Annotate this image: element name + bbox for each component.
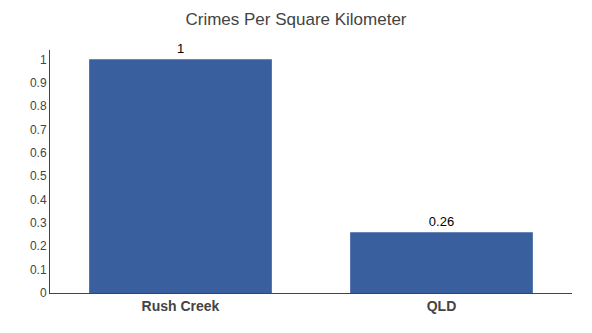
svg-text:Rush Creek: Rush Creek (142, 298, 220, 314)
svg-text:1: 1 (40, 53, 47, 67)
svg-text:0.5: 0.5 (30, 169, 47, 183)
svg-text:0.4: 0.4 (30, 193, 47, 207)
svg-text:0.1: 0.1 (30, 263, 47, 277)
svg-text:0.8: 0.8 (30, 99, 47, 113)
svg-text:0: 0 (40, 286, 47, 300)
svg-text:QLD: QLD (427, 298, 457, 314)
svg-text:0.6: 0.6 (30, 146, 47, 160)
svg-text:1: 1 (177, 41, 184, 56)
svg-text:0.26: 0.26 (429, 214, 454, 229)
svg-text:0.9: 0.9 (30, 76, 47, 90)
svg-text:Crimes Per Square Kilometer: Crimes Per Square Kilometer (185, 10, 406, 29)
svg-text:0.2: 0.2 (30, 239, 47, 253)
svg-text:0.3: 0.3 (30, 216, 47, 230)
svg-text:0.7: 0.7 (30, 123, 47, 137)
